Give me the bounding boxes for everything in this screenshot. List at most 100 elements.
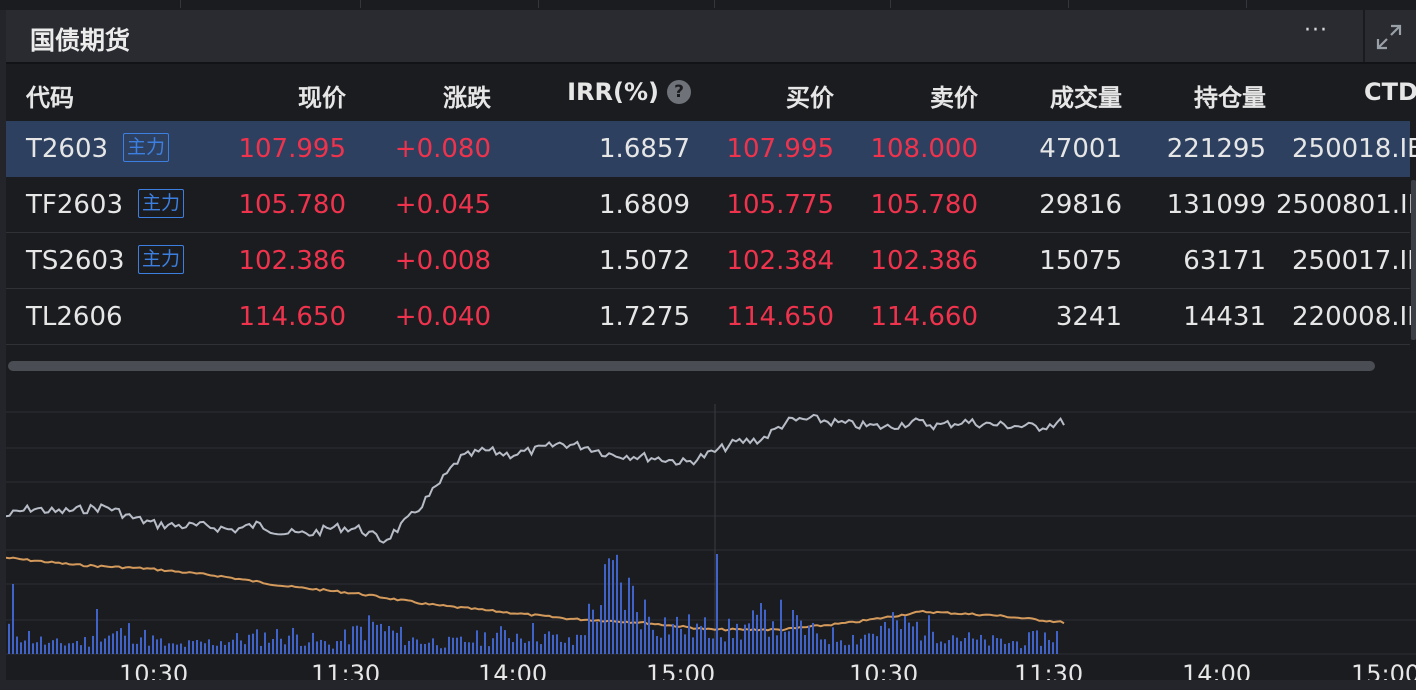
volume-bar bbox=[840, 640, 842, 654]
volume-bar bbox=[476, 630, 478, 654]
table-row[interactable]: TF2603 主力 105.780 +0.045 1.6809 105.775 … bbox=[6, 177, 1416, 233]
volume-bar bbox=[84, 637, 86, 654]
volume-bar bbox=[820, 639, 822, 654]
volume-bar bbox=[184, 646, 186, 654]
volume-bar bbox=[876, 636, 878, 654]
top-strip bbox=[0, 0, 1416, 10]
volume-bar bbox=[396, 632, 398, 654]
header-divider bbox=[1363, 10, 1365, 62]
volume-bar bbox=[408, 640, 410, 654]
header-ctd[interactable]: CTD bbox=[1364, 78, 1416, 106]
header-price[interactable]: 现价 bbox=[298, 84, 346, 112]
vertical-scrollbar[interactable] bbox=[1411, 180, 1416, 340]
volume-bar bbox=[800, 620, 802, 654]
volume-bar bbox=[604, 564, 606, 654]
volume-bar bbox=[880, 625, 882, 654]
more-options-button[interactable]: ··· bbox=[1304, 18, 1328, 43]
volume-bar bbox=[280, 638, 282, 654]
volume-bar bbox=[772, 621, 774, 654]
panel-header: 国债期货 ··· bbox=[6, 10, 1416, 64]
volume-bar bbox=[28, 630, 30, 654]
row-open-interest: 14431 bbox=[1183, 302, 1266, 332]
header-change[interactable]: 涨跌 bbox=[443, 84, 491, 112]
volume-bar bbox=[196, 639, 198, 654]
volume-bar bbox=[828, 644, 830, 654]
volume-bar bbox=[1020, 648, 1022, 654]
volume-bar bbox=[348, 644, 350, 654]
volume-bar bbox=[116, 631, 118, 654]
row-price: 105.780 bbox=[238, 190, 346, 220]
volume-bar bbox=[504, 630, 506, 654]
volume-bar bbox=[200, 641, 202, 654]
volume-bar bbox=[288, 635, 290, 654]
volume-bar bbox=[492, 638, 494, 654]
volume-bar bbox=[380, 623, 382, 654]
volume-bar bbox=[216, 645, 218, 654]
volume-bar bbox=[464, 641, 466, 654]
volume-bar bbox=[332, 648, 334, 654]
volume-bar bbox=[668, 634, 670, 654]
volume-bar bbox=[956, 637, 958, 654]
row-irr: 1.7275 bbox=[599, 302, 690, 332]
volume-bar bbox=[628, 577, 630, 654]
header-irr[interactable]: IRR(%)? bbox=[506, 78, 691, 106]
volume-bar bbox=[320, 639, 322, 654]
header-bid[interactable]: 买价 bbox=[786, 84, 834, 112]
volume-bar bbox=[192, 641, 194, 654]
volume-bar bbox=[1044, 632, 1046, 654]
header-code[interactable]: 代码 bbox=[26, 84, 74, 112]
volume-bar bbox=[916, 621, 918, 654]
intraday-chart[interactable] bbox=[6, 382, 1416, 680]
volume-bar bbox=[672, 623, 674, 654]
volume-bar bbox=[436, 645, 438, 654]
volume-bar bbox=[212, 645, 214, 654]
volume-bar bbox=[488, 646, 490, 654]
volume-bar bbox=[996, 638, 998, 654]
row-ask: 108.000 bbox=[870, 134, 978, 164]
volume-bar bbox=[272, 638, 274, 654]
volume-bar bbox=[700, 625, 702, 654]
volume-bar bbox=[716, 554, 718, 654]
table-row[interactable]: TL2606 114.650 +0.040 1.7275 114.650 114… bbox=[6, 289, 1416, 345]
volume-bar bbox=[980, 634, 982, 654]
volume-bar bbox=[948, 640, 950, 654]
volume-bar bbox=[736, 623, 738, 654]
volume-bar bbox=[704, 617, 706, 654]
volume-bar bbox=[692, 637, 694, 654]
volume-bar bbox=[884, 621, 886, 654]
x-tick-label: 15:00 bbox=[646, 660, 716, 680]
main-contract-tag: 主力 bbox=[138, 189, 185, 218]
volume-bar bbox=[804, 634, 806, 654]
volume-bar bbox=[312, 632, 314, 654]
expand-icon[interactable] bbox=[1374, 22, 1404, 52]
volume-bar bbox=[180, 643, 182, 654]
volume-bar bbox=[452, 637, 454, 654]
volume-bar bbox=[776, 635, 778, 654]
header-open-interest[interactable]: 持仓量 bbox=[1194, 84, 1266, 112]
volume-bar bbox=[484, 632, 486, 654]
volume-bar bbox=[108, 635, 110, 654]
volume-bar bbox=[984, 639, 986, 654]
volume-bar bbox=[268, 642, 270, 654]
help-icon[interactable]: ? bbox=[667, 80, 691, 104]
volume-bar bbox=[512, 642, 514, 654]
table-row[interactable]: T2603 主力 107.995 +0.080 1.6857 107.995 1… bbox=[6, 121, 1416, 177]
volume-bar bbox=[44, 644, 46, 654]
volume-bar bbox=[768, 636, 770, 654]
table-row[interactable]: TS2603 主力 102.386 +0.008 1.5072 102.384 … bbox=[6, 233, 1416, 289]
volume-bar bbox=[424, 643, 426, 654]
row-irr: 1.6809 bbox=[599, 190, 690, 220]
volume-bar bbox=[224, 644, 226, 654]
horizontal-scrollbar[interactable] bbox=[8, 361, 1375, 371]
row-change: +0.045 bbox=[394, 190, 491, 220]
volume-bar bbox=[500, 626, 502, 654]
header-ask[interactable]: 卖价 bbox=[930, 84, 978, 112]
volume-bar bbox=[656, 636, 658, 654]
volume-bar bbox=[1024, 645, 1026, 654]
header-volume[interactable]: 成交量 bbox=[1050, 84, 1122, 112]
volume-bar bbox=[872, 633, 874, 654]
row-ctd: 220008.IB bbox=[1292, 302, 1416, 332]
row-price: 107.995 bbox=[238, 134, 346, 164]
volume-bar bbox=[560, 641, 562, 654]
row-bid: 107.995 bbox=[726, 134, 834, 164]
